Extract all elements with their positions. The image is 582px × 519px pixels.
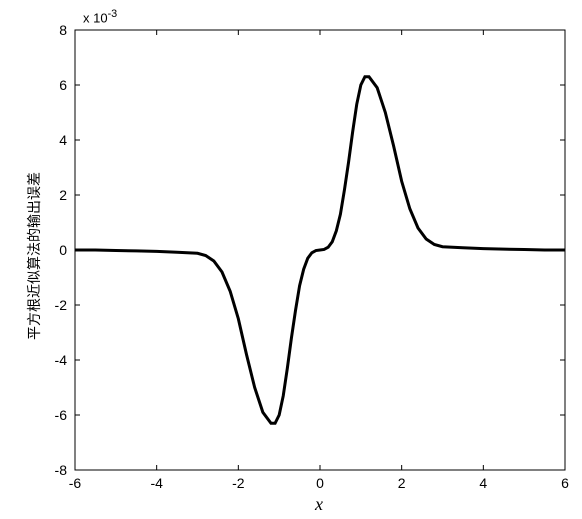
- xtick-label: 0: [316, 475, 324, 491]
- xtick-label: 2: [398, 475, 406, 491]
- xtick-label: -6: [69, 475, 82, 491]
- ytick-label: -6: [55, 407, 68, 423]
- xtick-label: 4: [479, 475, 487, 491]
- xtick-label: -2: [232, 475, 245, 491]
- xtick-label: -4: [150, 475, 163, 491]
- x-axis-label: x: [315, 494, 323, 515]
- exponent-power: -3: [108, 8, 118, 20]
- exponent-base: x 10: [83, 10, 108, 25]
- ytick-label: 6: [59, 77, 67, 93]
- ytick-label: -4: [55, 352, 68, 368]
- ytick-label: 0: [59, 242, 67, 258]
- xtick-label: 6: [561, 475, 569, 491]
- ytick-label: 8: [59, 22, 67, 38]
- data-curve: [75, 77, 565, 424]
- exponent-annotation: x 10-3: [83, 8, 117, 25]
- ytick-label: 4: [59, 132, 67, 148]
- chart-svg: -6-4-20246-8-6-4-202468: [0, 0, 582, 519]
- ytick-label: -8: [55, 462, 68, 478]
- y-axis-label: 平方根近似算法的输出误差: [24, 172, 44, 340]
- ytick-label: -2: [55, 297, 68, 313]
- ytick-label: 2: [59, 187, 67, 203]
- chart-container: -6-4-20246-8-6-4-202468 x 10-3 平方根近似算法的输…: [0, 0, 582, 519]
